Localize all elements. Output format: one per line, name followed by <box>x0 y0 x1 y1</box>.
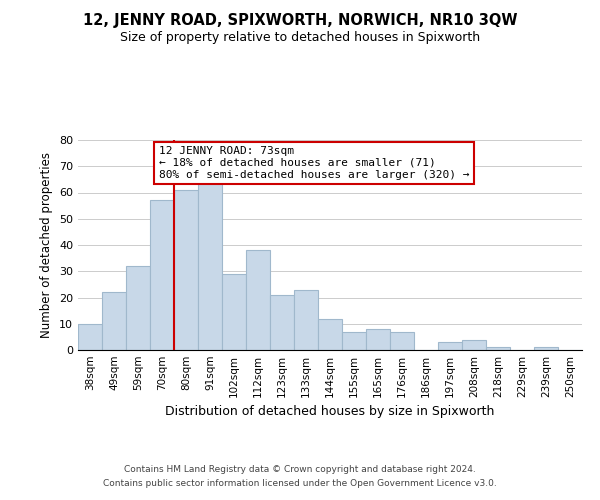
Bar <box>438 342 462 350</box>
Text: 12 JENNY ROAD: 73sqm
← 18% of detached houses are smaller (71)
80% of semi-detac: 12 JENNY ROAD: 73sqm ← 18% of detached h… <box>158 146 469 180</box>
Bar <box>174 190 198 350</box>
Bar <box>366 329 390 350</box>
Bar <box>534 348 558 350</box>
Bar <box>198 182 222 350</box>
Bar <box>462 340 486 350</box>
Text: 12, JENNY ROAD, SPIXWORTH, NORWICH, NR10 3QW: 12, JENNY ROAD, SPIXWORTH, NORWICH, NR10… <box>83 12 517 28</box>
Bar <box>390 332 414 350</box>
Bar <box>270 295 294 350</box>
Bar <box>294 290 318 350</box>
Bar <box>102 292 126 350</box>
Bar <box>486 348 510 350</box>
Text: Size of property relative to detached houses in Spixworth: Size of property relative to detached ho… <box>120 31 480 44</box>
X-axis label: Distribution of detached houses by size in Spixworth: Distribution of detached houses by size … <box>166 406 494 418</box>
Text: Contains HM Land Registry data © Crown copyright and database right 2024.
Contai: Contains HM Land Registry data © Crown c… <box>103 466 497 487</box>
Bar <box>246 250 270 350</box>
Bar <box>342 332 366 350</box>
Bar <box>126 266 150 350</box>
Bar <box>150 200 174 350</box>
Bar <box>318 318 342 350</box>
Y-axis label: Number of detached properties: Number of detached properties <box>40 152 53 338</box>
Bar <box>78 324 102 350</box>
Bar <box>222 274 246 350</box>
